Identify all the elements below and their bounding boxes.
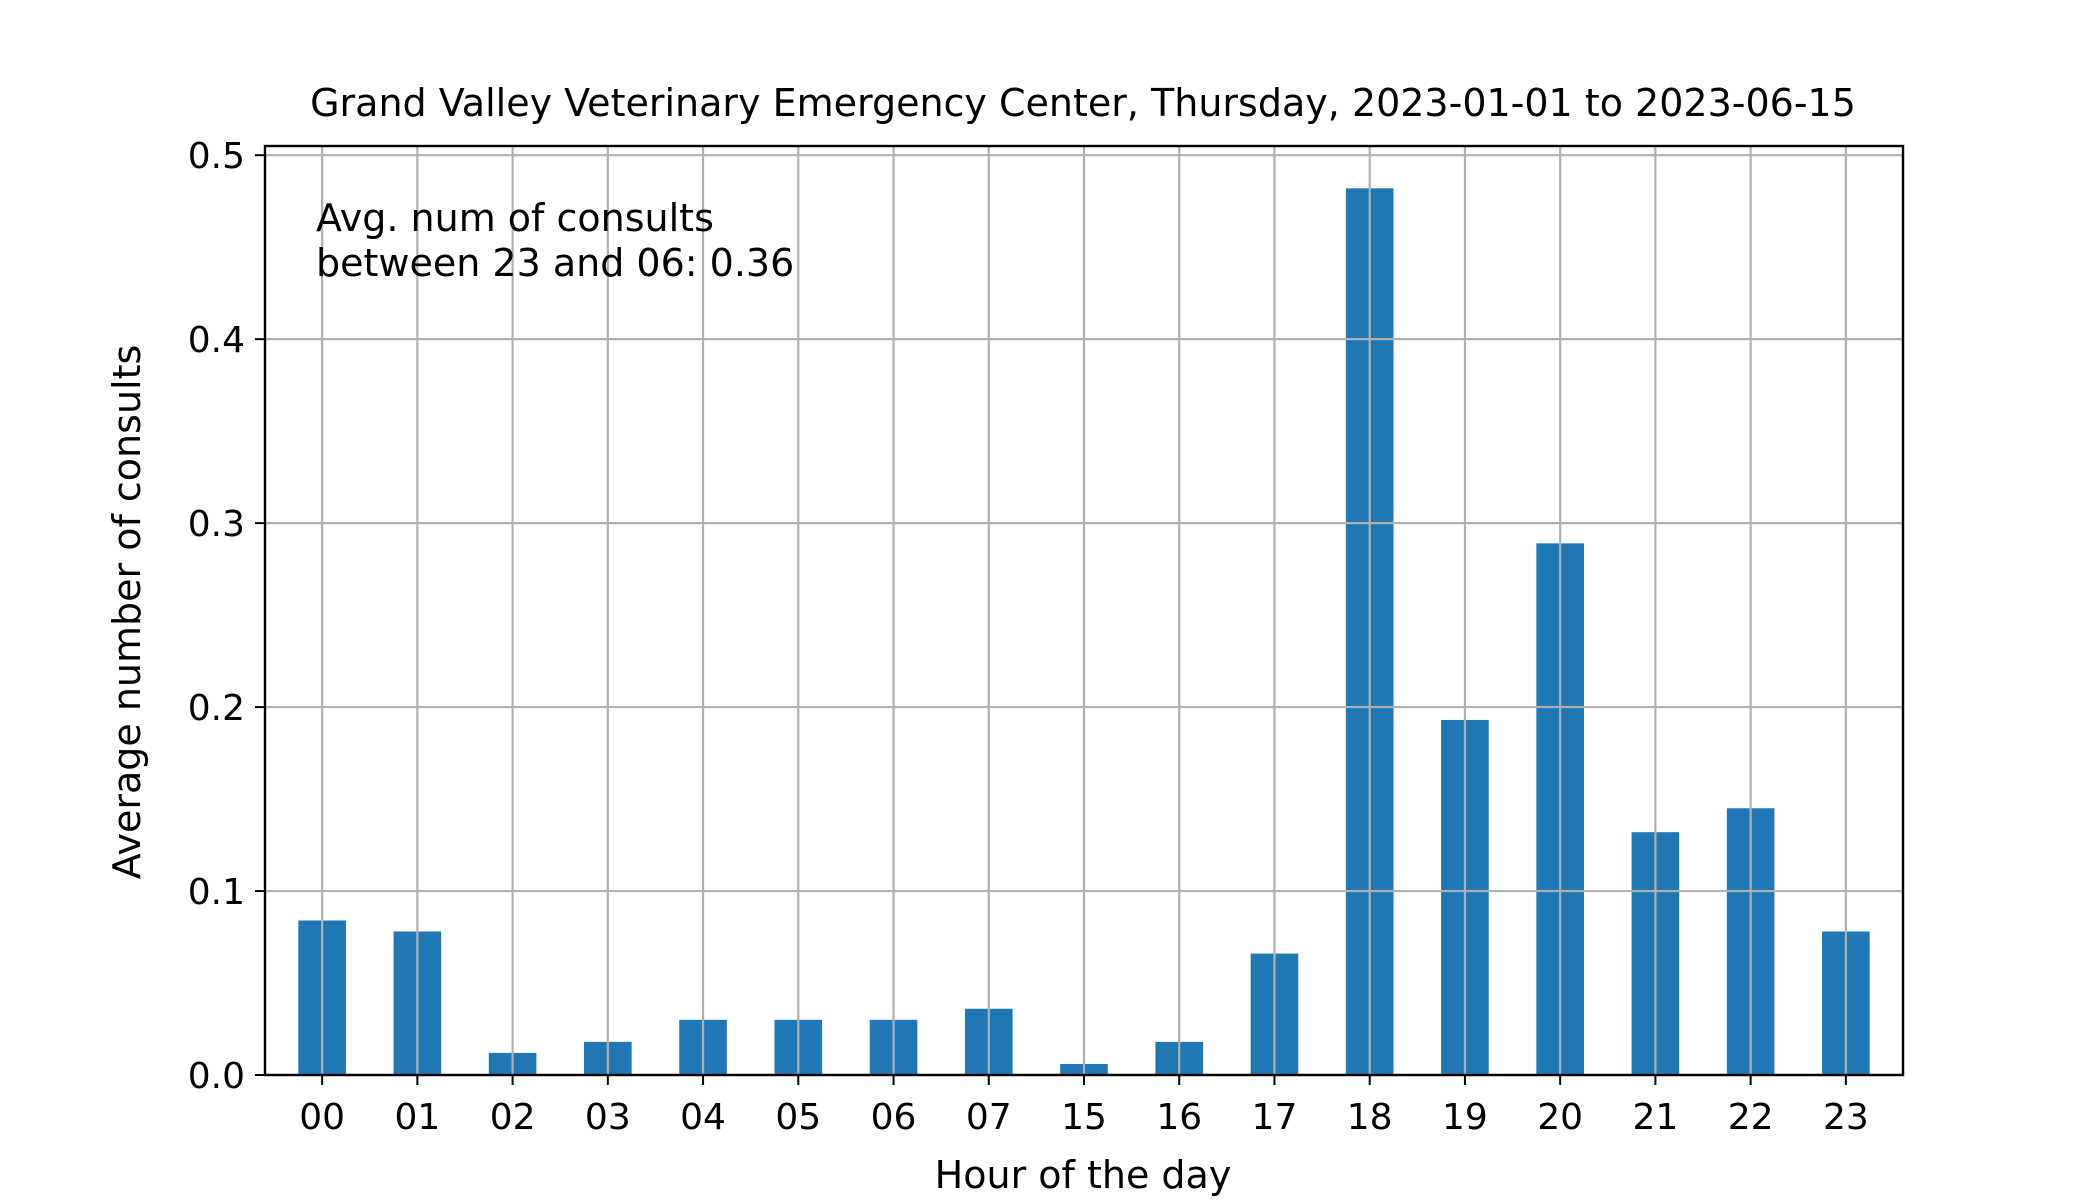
x-axis-ticks: 00 01 02 03 04 05 06 07 15 16 17 18 19 20 21 22 23 bbox=[299, 1075, 1869, 1138]
x-tick-label: 01 bbox=[394, 1097, 440, 1138]
x-tick-label: 17 bbox=[1252, 1097, 1298, 1138]
y-tick-label: 0.0 bbox=[188, 1056, 245, 1097]
y-tick-label: 0.3 bbox=[188, 504, 245, 545]
x-tick-label: 16 bbox=[1156, 1097, 1202, 1138]
annotation-line-2: between 23 and 06: 0.36 bbox=[316, 241, 794, 285]
y-tick-label: 0.4 bbox=[188, 320, 245, 361]
annotation-line-1: Avg. num of consults bbox=[316, 196, 714, 240]
x-tick-label: 07 bbox=[966, 1097, 1012, 1138]
x-tick-label: 15 bbox=[1061, 1097, 1107, 1138]
y-tick-label: 0.5 bbox=[188, 136, 245, 177]
y-tick-label: 0.2 bbox=[188, 688, 245, 729]
x-tick-label: 22 bbox=[1728, 1097, 1774, 1138]
chart-title: Grand Valley Veterinary Emergency Center… bbox=[310, 81, 1856, 125]
y-axis-label: Average number of consults bbox=[105, 345, 149, 880]
x-tick-label: 04 bbox=[680, 1097, 726, 1138]
x-axis-label: Hour of the day bbox=[935, 1153, 1232, 1197]
x-tick-label: 06 bbox=[871, 1097, 917, 1138]
x-tick-label: 18 bbox=[1347, 1097, 1393, 1138]
x-tick-label: 00 bbox=[299, 1097, 345, 1138]
x-tick-label: 23 bbox=[1823, 1097, 1869, 1138]
x-tick-label: 02 bbox=[490, 1097, 536, 1138]
x-tick-label: 05 bbox=[775, 1097, 821, 1138]
y-axis-ticks: 0.0 0.1 0.2 0.3 0.4 0.5 bbox=[188, 136, 265, 1097]
y-tick-label: 0.1 bbox=[188, 872, 245, 913]
x-tick-label: 19 bbox=[1442, 1097, 1488, 1138]
x-tick-label: 20 bbox=[1537, 1097, 1583, 1138]
x-tick-label: 03 bbox=[585, 1097, 631, 1138]
x-tick-label: 21 bbox=[1632, 1097, 1678, 1138]
